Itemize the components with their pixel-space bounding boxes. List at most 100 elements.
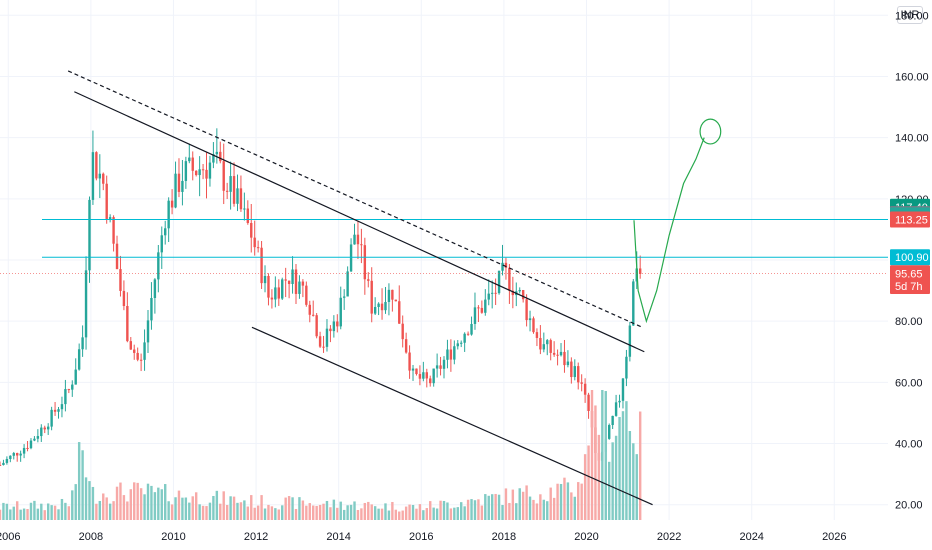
volume-bar <box>608 461 611 520</box>
volume-bar <box>164 484 167 520</box>
candle-body <box>291 269 294 284</box>
candle-body <box>370 280 373 314</box>
candle-body <box>539 337 542 350</box>
candle-body <box>91 152 95 200</box>
volume-bar <box>256 505 260 520</box>
y-tick-label: 160.00 <box>895 71 929 83</box>
volume-bar <box>556 483 559 520</box>
volume-bar <box>26 508 29 520</box>
y-tick-label: 60.00 <box>895 377 923 389</box>
projection-path <box>633 137 705 324</box>
x-tick-label: 2026 <box>822 531 846 543</box>
candle-body <box>435 365 439 369</box>
candle-body <box>432 368 435 384</box>
volume-bar <box>539 494 542 520</box>
volume-bar <box>246 506 250 520</box>
volume-bar <box>119 482 122 520</box>
volume-bar <box>0 509 2 520</box>
candle-body <box>415 368 418 375</box>
volume-bar <box>573 496 576 520</box>
volume-bar <box>339 501 342 520</box>
volume-bar <box>71 490 74 520</box>
volume-bar <box>377 508 380 520</box>
candle-body <box>473 307 477 324</box>
volume-bar <box>404 506 408 520</box>
candle-body <box>353 234 356 245</box>
volume-bar <box>542 499 546 520</box>
candle-body <box>112 217 115 244</box>
volume-bar <box>281 505 284 520</box>
candle-body <box>53 409 57 412</box>
price-badge-label: 95.65 <box>895 268 923 280</box>
candle-body <box>115 243 119 270</box>
candle-body <box>446 349 449 360</box>
candle-body <box>535 332 539 338</box>
volume-bar <box>463 506 466 520</box>
volume-bar <box>270 506 274 520</box>
candle-body <box>418 374 422 379</box>
candle-body <box>177 173 181 192</box>
candle-body <box>442 359 446 369</box>
candle-body <box>484 299 487 313</box>
volume-bar <box>284 497 287 520</box>
candle-body <box>508 267 511 291</box>
candle-body <box>260 247 263 284</box>
candle-body <box>628 325 632 357</box>
x-tick-label: 2022 <box>657 531 681 543</box>
candle-body <box>12 453 15 456</box>
volume-bar <box>329 507 332 520</box>
candle-body <box>525 299 528 321</box>
volume-bar <box>219 503 222 520</box>
candle-body <box>380 303 384 311</box>
candle-body <box>456 343 459 347</box>
volume-bar <box>446 502 449 520</box>
volume-bar <box>532 499 535 520</box>
candle-body <box>239 188 243 210</box>
volume-bar <box>9 509 12 520</box>
candle-body <box>201 169 205 171</box>
candle-body <box>487 293 490 300</box>
candle-body <box>170 200 174 208</box>
price-badge-label: 113.25 <box>895 214 928 226</box>
candle-body <box>284 279 287 281</box>
volume-bar <box>170 504 174 520</box>
candle-body <box>587 394 590 412</box>
candle-body <box>298 281 301 294</box>
candle-body <box>583 383 587 395</box>
volume-bar <box>260 495 263 520</box>
candle-body <box>466 333 470 335</box>
volume-bar <box>425 508 428 520</box>
volume-bar <box>81 450 84 520</box>
candle-body <box>43 427 46 430</box>
volume-bar <box>367 501 370 520</box>
candle-body <box>301 281 305 286</box>
volume-bar <box>618 417 621 520</box>
volume-bar <box>312 505 315 520</box>
candle-body <box>360 244 363 246</box>
candle-body <box>222 161 225 191</box>
volume-bar <box>136 482 139 520</box>
candle-body <box>463 333 466 343</box>
price-badge-label: 5d 7h <box>895 281 923 293</box>
volume-bar <box>146 483 150 520</box>
candle-body <box>294 269 298 294</box>
candle-body <box>229 176 232 192</box>
volume-bar <box>621 411 625 520</box>
volume-bar <box>191 496 194 520</box>
volume-bar <box>88 481 91 520</box>
volume-bar <box>594 405 597 520</box>
volume-bar <box>50 505 53 520</box>
x-tick-label: 2024 <box>739 531 763 543</box>
candle-body <box>501 262 504 271</box>
volume-bar <box>449 508 453 520</box>
volume-bar <box>239 502 243 520</box>
y-tick-label: 140.00 <box>895 133 929 145</box>
candle-body <box>57 409 60 412</box>
x-tick-label: 2016 <box>409 531 433 543</box>
candle-body <box>322 346 325 348</box>
volume-bar <box>174 497 177 520</box>
currency-selector[interactable]: INR <box>897 6 923 24</box>
volume-bar <box>229 496 232 520</box>
volume-bar <box>19 509 22 520</box>
